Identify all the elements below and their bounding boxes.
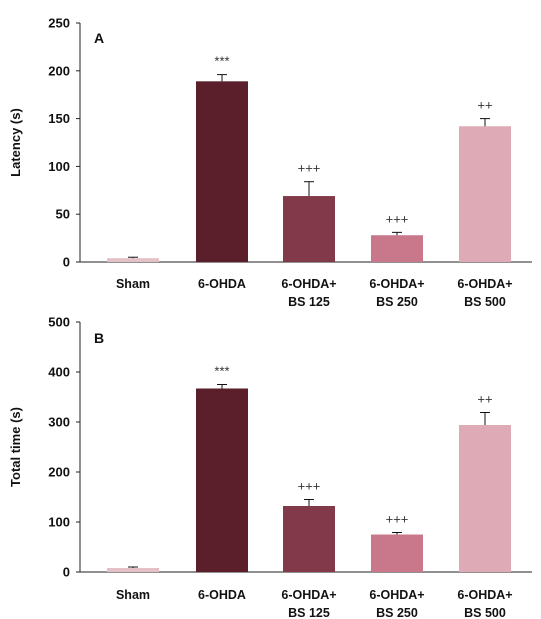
panel-label: A — [94, 30, 104, 46]
category-label: BS 125 — [288, 606, 330, 619]
y-tick-label: 500 — [48, 315, 70, 330]
significance-label: *** — [214, 364, 229, 379]
significance-label: ++ — [477, 392, 492, 407]
y-tick-label: 200 — [48, 63, 70, 78]
significance-label: ++ — [477, 98, 492, 113]
category-label: 6-OHDA+ — [369, 588, 424, 602]
y-tick-label: 200 — [48, 465, 70, 480]
bar-1 — [196, 388, 248, 572]
category-label: 6-OHDA+ — [457, 277, 512, 291]
chart-b-svg: 0 100 200 300 400 500 Total time (s) B Sham *** 6-… — [8, 315, 532, 619]
chart-panel-a: 0 50 100 150 200 250 Latency (s) A Sham *** 6-OHDA… — [0, 0, 541, 309]
y-tick-label: 250 — [48, 16, 70, 31]
bar-2 — [283, 506, 335, 572]
y-tick-label: 0 — [63, 565, 70, 580]
y-tick-label: 50 — [56, 207, 70, 222]
bar-0 — [107, 568, 159, 572]
category-label: BS 500 — [464, 606, 506, 619]
category-label: Sham — [116, 277, 150, 291]
y-tick-label: 300 — [48, 415, 70, 430]
panel-label: B — [94, 330, 104, 346]
bar-3 — [371, 534, 423, 572]
chart-a-svg: 0 50 100 150 200 250 Latency (s) A Sham *** 6-OHDA… — [8, 16, 532, 309]
category-label: 6-OHDA+ — [369, 277, 424, 291]
bar-2 — [283, 196, 335, 262]
category-label: Sham — [116, 588, 150, 602]
chart-panel-b: 0 100 200 300 400 500 Total time (s) B Sham *** 6-… — [0, 309, 541, 619]
y-axis-title: Total time (s) — [8, 407, 23, 487]
y-axis-title: Latency (s) — [8, 108, 23, 177]
bar-1 — [196, 81, 248, 262]
bar-4 — [459, 126, 511, 262]
y-tick-label: 100 — [48, 515, 70, 530]
bar-4 — [459, 425, 511, 572]
category-label: BS 250 — [376, 606, 418, 619]
y-tick-label: 100 — [48, 159, 70, 174]
significance-label: +++ — [386, 512, 409, 527]
y-tick-label: 0 — [63, 255, 70, 270]
y-tick-label: 150 — [48, 111, 70, 126]
significance-label: +++ — [298, 161, 321, 176]
category-label: 6-OHDA+ — [281, 588, 336, 602]
significance-label: *** — [214, 54, 229, 69]
bar-0 — [107, 258, 159, 262]
category-label: 6-OHDA+ — [457, 588, 512, 602]
category-label: 6-OHDA — [198, 277, 246, 291]
category-label: 6-OHDA — [198, 588, 246, 602]
bar-3 — [371, 235, 423, 262]
category-label: BS 125 — [288, 295, 330, 309]
category-label: BS 250 — [376, 295, 418, 309]
category-label: 6-OHDA+ — [281, 277, 336, 291]
y-tick-label: 400 — [48, 365, 70, 380]
significance-label: +++ — [386, 211, 409, 226]
category-label: BS 500 — [464, 295, 506, 309]
significance-label: +++ — [298, 479, 321, 494]
